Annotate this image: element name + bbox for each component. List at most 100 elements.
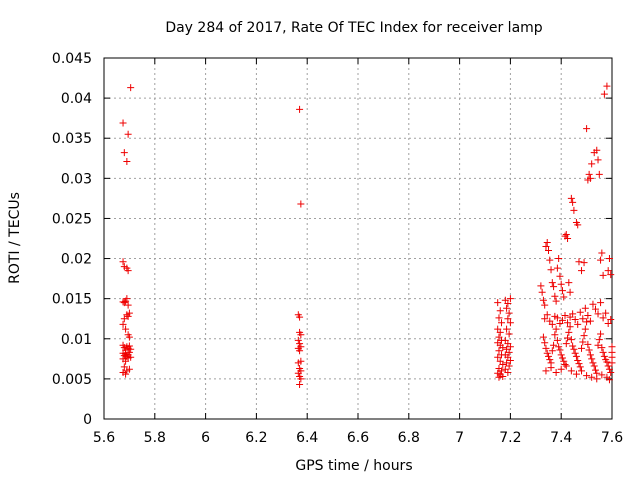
grid-lines <box>104 58 612 419</box>
data-point <box>600 90 608 98</box>
data-point <box>555 343 563 351</box>
data-point <box>542 243 550 251</box>
y-tick-label: 0.025 <box>52 211 92 227</box>
y-tick-label: 0.035 <box>52 131 92 147</box>
y-tick-label: 0.02 <box>61 252 92 268</box>
data-point <box>578 367 586 375</box>
data-point <box>599 271 607 279</box>
data-point <box>294 359 302 367</box>
data-point <box>127 353 135 361</box>
data-point <box>551 292 559 300</box>
data-point <box>546 356 554 364</box>
data-point <box>580 332 588 340</box>
data-point <box>605 376 613 384</box>
x-tick-labels: 5.6 5.8 6 6.2 6.4 6.6 6.8 7 7.2 7.4 7.6 <box>93 430 623 446</box>
data-point <box>124 312 132 320</box>
data-point <box>504 368 512 376</box>
data-point <box>586 317 594 325</box>
data-point <box>125 348 133 356</box>
data-point <box>565 328 573 336</box>
data-point <box>578 267 586 275</box>
x-tick-label: 6.2 <box>245 430 267 446</box>
data-point <box>607 316 615 324</box>
data-point <box>560 293 568 301</box>
data-point <box>122 325 130 333</box>
data-point <box>578 344 586 352</box>
data-point <box>562 230 570 238</box>
data-point <box>590 362 598 370</box>
data-point <box>545 247 552 255</box>
data-point <box>557 365 565 373</box>
y-tick-label: 0.03 <box>61 171 92 187</box>
data-point <box>556 346 564 354</box>
x-tick-label: 5.8 <box>144 430 166 446</box>
data-point <box>591 305 599 313</box>
data-point <box>503 304 511 312</box>
data-point <box>599 314 607 322</box>
data-point <box>538 288 546 296</box>
data-point <box>591 366 599 374</box>
data-point <box>296 381 304 389</box>
data-point <box>598 344 606 352</box>
data-point <box>595 336 603 344</box>
data-point <box>572 352 580 360</box>
data-point <box>597 299 605 307</box>
data-point <box>602 309 610 317</box>
data-point <box>597 330 605 338</box>
data-point <box>586 351 594 359</box>
data-point <box>607 368 615 376</box>
data-point <box>552 297 560 305</box>
data-point <box>594 341 602 349</box>
data-point <box>572 370 580 378</box>
data-point <box>586 174 594 182</box>
data-point <box>576 363 584 371</box>
data-point <box>583 372 591 380</box>
data-point <box>564 319 572 327</box>
data-point <box>294 369 302 377</box>
data-point <box>557 351 565 359</box>
data-point <box>588 373 596 381</box>
data-point <box>569 198 577 206</box>
x-tick-label: 6.8 <box>398 430 420 446</box>
data-point <box>583 125 591 133</box>
data-point <box>605 365 613 373</box>
data-point <box>561 360 569 368</box>
data-point <box>575 360 583 368</box>
data-point <box>125 365 133 373</box>
data-point <box>571 349 579 357</box>
data-point <box>505 309 513 317</box>
x-tick-label: 7.2 <box>499 430 521 446</box>
data-point <box>547 266 555 274</box>
data-point <box>496 328 504 336</box>
data-point <box>571 316 579 324</box>
data-point <box>297 375 305 383</box>
x-tick-label: 7.6 <box>601 430 623 446</box>
data-point <box>558 354 566 362</box>
data-point <box>562 362 570 370</box>
data-point <box>297 200 305 208</box>
data-point <box>607 271 615 279</box>
data-point <box>297 331 305 339</box>
data-point <box>545 352 552 360</box>
data-point <box>548 320 556 328</box>
data-point <box>552 325 560 333</box>
data-point <box>564 334 572 342</box>
data-point <box>504 315 512 323</box>
data-point <box>604 362 612 370</box>
data-point <box>569 310 577 318</box>
data-point <box>296 105 304 113</box>
data-point <box>543 349 551 357</box>
data-point <box>585 346 593 354</box>
data-point <box>506 343 514 351</box>
y-axis-label: ROTI / TECUs <box>7 192 23 284</box>
data-point <box>120 299 128 307</box>
data-point <box>569 342 577 350</box>
data-point <box>503 325 511 333</box>
data-point <box>499 372 507 380</box>
data-point <box>605 255 613 263</box>
data-point <box>574 356 582 364</box>
axis-ticks <box>103 57 613 420</box>
data-point <box>553 264 561 272</box>
data-point <box>603 82 611 90</box>
data-point <box>567 367 575 375</box>
